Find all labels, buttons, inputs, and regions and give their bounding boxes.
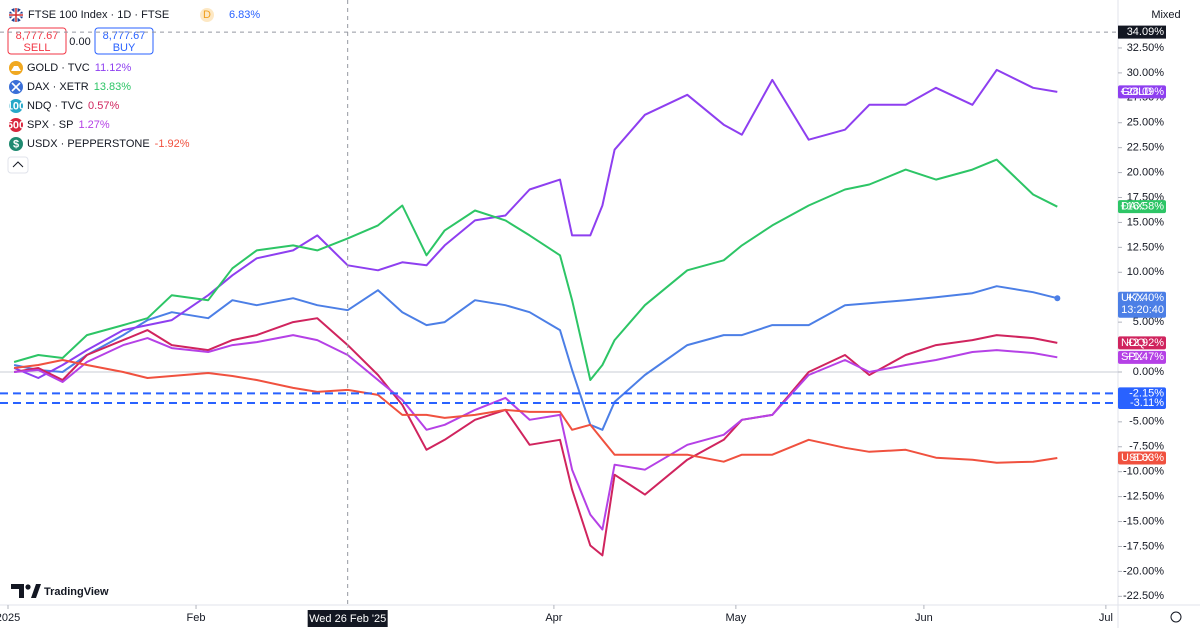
legend-label: DAX · XETR — [27, 81, 89, 93]
y-tick-label: 5.00% — [1133, 316, 1164, 328]
legend-value: 13.83% — [94, 81, 132, 93]
series-line — [13, 359, 1058, 464]
chart-title: FTSE 100 Index · 1D · FTSE — [28, 9, 169, 21]
last-value-box — [1118, 451, 1166, 465]
legend-label: NDQ · TVC — [27, 100, 83, 112]
legend-value: -1.92% — [155, 138, 190, 150]
order-label-box — [1118, 396, 1166, 409]
overlay: FTSE 100 Index · 1D · FTSE D 6.83% 8,777… — [7, 8, 1182, 623]
y-tick-label: -22.50% — [1123, 590, 1164, 602]
watermark-logo — [11, 584, 41, 598]
last-value-name: USDX — [1121, 452, 1152, 464]
legend-icon — [9, 137, 23, 151]
legend-icon — [9, 99, 23, 113]
last-value-label: +7.40% — [1126, 292, 1164, 304]
legend-value: 1.27% — [78, 119, 109, 131]
last-value-label: -8.63% — [1129, 452, 1164, 464]
x-tick-label: Jul — [1099, 612, 1113, 624]
y-tick-label: 20.00% — [1127, 166, 1165, 178]
legend-icon-glyph — [11, 66, 21, 71]
sell-button[interactable] — [7, 27, 67, 55]
last-value-label: +16.58% — [1120, 201, 1164, 213]
y-tick-label: -17.50% — [1123, 540, 1164, 552]
y-tick-label: -12.50% — [1123, 491, 1164, 503]
last-value-label: +28.09% — [1120, 86, 1164, 98]
last-value-name: DAX — [1121, 201, 1144, 213]
crosshair-y-box — [1118, 25, 1166, 39]
y-tick-label: 12.50% — [1127, 241, 1165, 253]
last-point — [1054, 295, 1061, 302]
legend-label: GOLD · TVC — [27, 62, 90, 74]
sell-price: 8,777.67 — [16, 30, 59, 42]
last-value-box — [1118, 200, 1166, 214]
x-tick-label: Feb — [187, 612, 206, 624]
plot-area — [13, 68, 1058, 557]
last-value-name: UKX — [1121, 292, 1144, 304]
legend-label: SPX · SP — [27, 119, 73, 131]
last-value-box — [1118, 336, 1166, 350]
buy-price: 8,777.67 — [103, 30, 146, 42]
order-label: -3.11% — [1130, 397, 1164, 409]
legend-label: USDX · PEPPERSTONE — [27, 138, 150, 150]
last-value-name: SPX — [1121, 351, 1144, 363]
last-value-label: +1.47% — [1126, 351, 1164, 363]
legend-value: 0.57% — [88, 100, 119, 112]
legend-icon-text: 500 — [7, 119, 25, 131]
last-value-name: NDQ — [1121, 337, 1146, 349]
order-label-box — [1118, 387, 1166, 400]
order-label: -2.15% — [1129, 387, 1164, 399]
series-line — [13, 68, 1058, 379]
last-value-box — [1118, 85, 1166, 99]
y-tick-label: -15.00% — [1123, 515, 1164, 527]
collapse-button[interactable] — [7, 156, 29, 174]
series-line — [13, 285, 1058, 431]
countdown: 13:20:40 — [1121, 304, 1164, 316]
legend-icon-glyph — [11, 82, 21, 92]
legend-icon-text: 100 — [7, 100, 25, 112]
legend-icon-text: $ — [13, 138, 19, 150]
last-value-name: GOLD — [1121, 86, 1152, 98]
x-tick-label: May — [725, 612, 746, 624]
buy-button[interactable] — [94, 27, 154, 55]
scale-mode[interactable]: Mixed — [1151, 9, 1180, 21]
flag-icon — [9, 8, 23, 22]
last-value-box — [1118, 291, 1166, 318]
y-tick-label: -5.00% — [1129, 416, 1164, 428]
y-tick-label: 0.00% — [1133, 366, 1164, 378]
y-tick-label: -10.00% — [1123, 466, 1164, 478]
x-tick-label: 2025 — [0, 612, 20, 624]
legend-icon — [9, 118, 23, 132]
last-value-label: +2.92% — [1126, 337, 1164, 349]
interval-badge-bg — [200, 8, 214, 22]
interval-badge: D — [203, 9, 211, 21]
watermark: TradingView — [44, 586, 109, 598]
y-tick-label: 10.00% — [1127, 266, 1165, 278]
y-tick-label: 22.50% — [1127, 142, 1165, 154]
buy-label: BUY — [113, 42, 136, 54]
spread: 0.00 — [69, 36, 90, 48]
collapse-icon — [12, 161, 24, 168]
crosshair-y-label: 34.09% — [1127, 26, 1165, 38]
sell-label: SELL — [24, 42, 51, 54]
change: 6.83% — [229, 9, 260, 21]
y-tick-label: -20.00% — [1123, 565, 1164, 577]
y-tick-label: -7.50% — [1129, 441, 1164, 453]
y-tick-label: 25.00% — [1127, 117, 1165, 129]
crosshair-x-box — [307, 610, 388, 627]
series-line — [13, 158, 1058, 381]
y-tick-label: 32.50% — [1127, 42, 1165, 54]
series-line — [14, 334, 1058, 531]
legend-value: 11.12% — [95, 62, 132, 74]
last-value-box — [1118, 350, 1166, 364]
x-tick-label: Apr — [545, 612, 562, 624]
x-tick-label: Jun — [915, 612, 933, 624]
crosshair-x-label: Wed 26 Feb '25 — [309, 613, 386, 625]
y-tick-label: 30.00% — [1127, 67, 1165, 79]
settings-icon[interactable] — [1170, 611, 1182, 623]
y-tick-label: 15.00% — [1127, 216, 1165, 228]
